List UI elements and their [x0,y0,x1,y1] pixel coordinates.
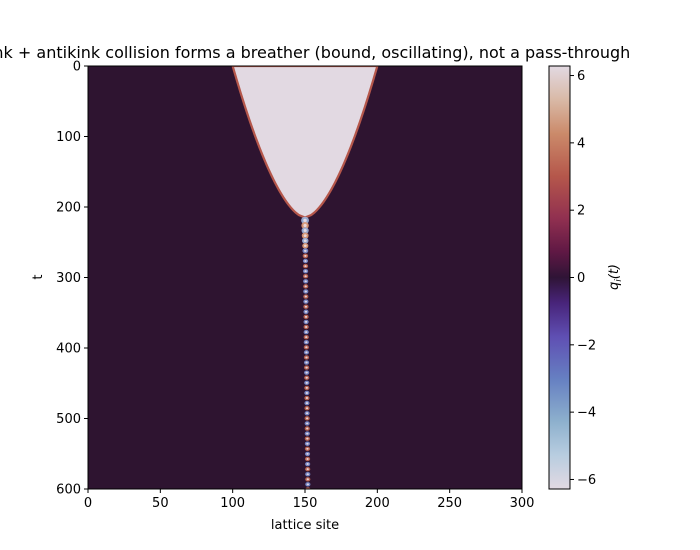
y-tick-label: 300 [56,271,81,286]
colorbar-gradient [549,66,570,489]
breather-oscillation-core [306,463,308,465]
y-tick-label: 100 [56,130,81,145]
colorbar-ticks: −6 −4 −2 0 2 4 6 [570,69,596,488]
breather-oscillation-core [306,407,308,409]
breather-oscillation-core [306,458,308,460]
breather-oscillation-core [304,234,307,237]
x-tick-label: 0 [84,496,92,511]
breather-oscillation-core [305,331,307,333]
chart-title: kink + antikink collision forms a breath… [0,43,630,62]
y-axis-ticks: 0 100 200 300 400 500 600 [56,60,88,498]
x-tick-label: 100 [220,496,245,511]
breather-oscillation-core [303,219,307,222]
x-axis-ticks: 0 50 100 150 200 250 300 [84,489,535,511]
y-tick-label: 400 [56,342,81,357]
x-tick-label: 300 [510,496,535,511]
colorbar-tick-label: −4 [577,406,596,421]
breather-oscillation-core [306,443,308,445]
colorbar-tick-label: 0 [577,271,585,286]
y-tick-label: 500 [56,412,81,427]
breather-oscillation-core [305,362,307,364]
breather-oscillation-core [305,372,307,374]
breather-oscillation-core [306,428,308,430]
x-tick-label: 150 [293,496,318,511]
breather-oscillation-core [305,311,307,313]
breather-oscillation-core [305,316,307,318]
breather-oscillation-core [305,285,307,287]
breather-oscillation-core [306,377,308,379]
breather-oscillation-core [305,290,307,292]
breather-oscillation-core [305,301,307,303]
breather-oscillation-core [304,260,306,262]
colorbar-tick-label: 6 [577,69,585,84]
breather-oscillation-core [306,387,308,389]
x-axis-label: lattice site [271,518,339,533]
x-tick-label: 50 [152,496,169,511]
y-axis-label: t [31,274,46,279]
breather-oscillation-core [305,336,307,338]
breather-oscillation-core [305,367,307,369]
breather-oscillation-core [306,438,308,440]
y-tick-label: 200 [56,201,81,216]
breather-oscillation-core [305,280,307,282]
breather-oscillation-core [306,402,308,404]
breather-oscillation-core [305,306,307,308]
breather-oscillation-core [305,296,307,298]
colorbar-tick-label: −6 [577,473,596,488]
breather-oscillation-core [306,448,308,450]
breather-oscillation-core [304,275,306,277]
breather-oscillation-core [306,397,308,399]
breather-oscillation-core [304,255,306,257]
breather-oscillation-core [305,341,307,343]
breather-oscillation-core [306,412,308,414]
y-tick-label: 600 [56,483,81,498]
breather-oscillation-core [306,433,308,435]
colorbar-tick-label: 2 [577,204,585,219]
breather-oscillation-core [306,417,308,419]
y-tick-label: 0 [73,60,81,75]
breather-oscillation-core [305,346,307,348]
breather-oscillation-core [307,468,309,470]
breather-oscillation-core [306,422,308,424]
breather-oscillation-core [306,392,308,394]
breather-oscillation-core [307,473,309,475]
breather-oscillation-core [304,250,307,252]
breather-oscillation-core [304,265,306,267]
colorbar-label: qi(t) [607,264,624,290]
breather-oscillation-core [303,224,306,227]
breather-oscillation-core [305,326,307,328]
breather-oscillation-core [307,478,309,480]
colorbar: −6 −4 −2 0 2 4 6 qi(t) [549,66,624,489]
breather-oscillation-core [307,483,309,485]
breather-oscillation-core [306,453,308,455]
breather-oscillation-core [305,321,307,323]
breather-oscillation-core [304,239,307,242]
breather-oscillation-core [305,351,307,353]
x-tick-label: 200 [365,496,390,511]
colorbar-tick-label: −2 [577,338,596,353]
colorbar-tick-label: 4 [577,136,585,151]
breather-oscillation-core [305,356,307,358]
plot-area [88,66,522,492]
breather-oscillation-core [306,382,308,384]
breather-oscillation-core [304,245,307,247]
breather-oscillation-core [304,270,306,272]
breather-oscillation-core [304,229,307,232]
x-tick-label: 250 [437,496,462,511]
